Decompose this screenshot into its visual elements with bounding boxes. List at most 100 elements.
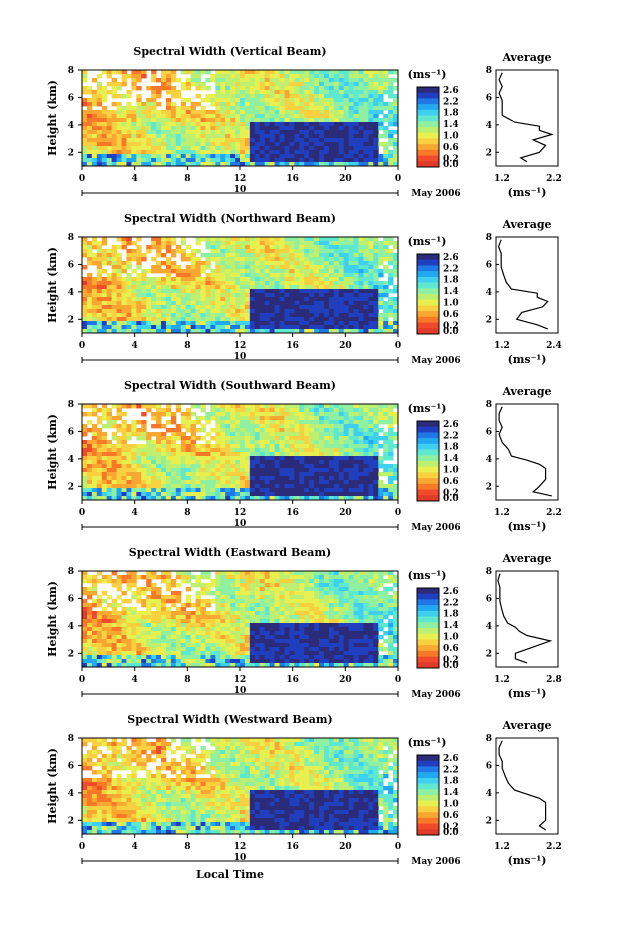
heatmap-cell: [235, 86, 240, 90]
heatmap-cell: [117, 452, 122, 456]
heatmap-cell: [146, 293, 151, 297]
heatmap-cell: [334, 309, 339, 313]
heatmap-cell: [87, 603, 92, 607]
heatmap-cell: [383, 241, 388, 245]
heatmap-cell: [373, 118, 378, 122]
heatmap-cell: [220, 146, 225, 150]
heatmap-cell: [181, 297, 186, 301]
heatmap-cell: [245, 249, 250, 253]
heatmap-cell: [191, 118, 196, 122]
heatmap-cell: [126, 655, 131, 659]
heatmap-cell: [97, 440, 102, 444]
heatmap-cell: [363, 142, 368, 146]
heatmap-cell: [265, 110, 270, 114]
heatmap-cell: [235, 488, 240, 492]
heatmap-cell: [324, 456, 329, 460]
heatmap-cell: [363, 94, 368, 98]
heatmap-cell: [112, 261, 117, 265]
heatmap-cell: [388, 321, 393, 325]
colorbar-swatch: [417, 98, 439, 104]
heatmap-cell: [92, 261, 97, 265]
heatmap-cell: [388, 90, 393, 94]
heatmap-cell: [215, 428, 220, 432]
heatmap-cell: [201, 130, 206, 134]
heatmap-cell: [201, 253, 206, 257]
heatmap-cell: [388, 253, 393, 257]
heatmap-cell: [240, 456, 245, 460]
heatmap-cell: [97, 289, 102, 293]
heatmap-cell: [122, 579, 127, 583]
heatmap-cell: [205, 611, 210, 615]
heatmap-cell: [131, 317, 136, 321]
heatmap-cell: [201, 285, 206, 289]
heatmap-cell: [235, 460, 240, 464]
heatmap-cell: [334, 273, 339, 277]
heatmap-cell: [112, 313, 117, 317]
heatmap-cell: [329, 440, 334, 444]
heatmap-cell: [87, 611, 92, 615]
heatmap-cell: [368, 404, 373, 408]
heatmap-cell: [334, 448, 339, 452]
heatmap-cell: [97, 253, 102, 257]
heatmap-cell: [240, 313, 245, 317]
heatmap-cell: [122, 241, 127, 245]
heatmap-cell: [171, 94, 176, 98]
heatmap-cell: [107, 420, 112, 424]
heatmap-cell: [136, 301, 141, 305]
heatmap-cell: [240, 237, 245, 241]
heatmap-cell: [250, 468, 255, 472]
colorbar-swatch: [417, 467, 439, 473]
heatmap-cell: [225, 281, 230, 285]
heatmap-cell: [324, 464, 329, 468]
heatmap-cell: [339, 476, 344, 480]
heatmap-cell: [265, 444, 270, 448]
heatmap-cell: [373, 448, 378, 452]
heatmap-cell: [141, 480, 146, 484]
heatmap-cell: [235, 476, 240, 480]
heatmap-cell: [289, 313, 294, 317]
heatmap-cell: [363, 78, 368, 82]
heatmap-cell: [82, 150, 87, 154]
heatmap-cell: [87, 460, 92, 464]
heatmap-cell: [314, 138, 319, 142]
heatmap-cell: [92, 293, 97, 297]
heatmap-cell: [97, 102, 102, 106]
heatmap-cell: [275, 241, 280, 245]
heatmap-cell: [284, 468, 289, 472]
heatmap-cell: [196, 488, 201, 492]
heatmap-cell: [136, 321, 141, 325]
heatmap-cell: [255, 404, 260, 408]
heatmap-cell: [225, 98, 230, 102]
heatmap-cell: [196, 301, 201, 305]
heatmap-cell: [304, 440, 309, 444]
heatmap-cell: [196, 82, 201, 86]
heatmap-cell: [240, 102, 245, 106]
heatmap-cell: [280, 150, 285, 154]
heatmap-cell: [368, 102, 373, 106]
heatmap-cell: [146, 571, 151, 575]
heatmap-cell: [299, 488, 304, 492]
heatmap-cell: [299, 309, 304, 313]
heatmap-cell: [161, 432, 166, 436]
heatmap-cell: [191, 150, 196, 154]
heatmap-cell: [373, 273, 378, 277]
heatmap-cell: [205, 110, 210, 114]
heatmap-cell: [378, 70, 383, 74]
heatmap-cell: [319, 448, 324, 452]
heatmap-cell: [186, 265, 191, 269]
heatmap-cell: [146, 114, 151, 118]
heatmap-cell: [240, 150, 245, 154]
heatmap-cell: [280, 265, 285, 269]
heatmap-cell: [136, 456, 141, 460]
heatmap-cell: [319, 432, 324, 436]
heatmap-cell: [368, 118, 373, 122]
heatmap-cell: [215, 277, 220, 281]
heatmap-cell: [201, 321, 206, 325]
heatmap-cell: [107, 118, 112, 122]
heatmap-cell: [294, 456, 299, 460]
heatmap-cell: [205, 305, 210, 309]
heatmap-cell: [324, 146, 329, 150]
heatmap-cell: [319, 277, 324, 281]
heatmap-cell: [201, 158, 206, 162]
heatmap-cell: [344, 305, 349, 309]
